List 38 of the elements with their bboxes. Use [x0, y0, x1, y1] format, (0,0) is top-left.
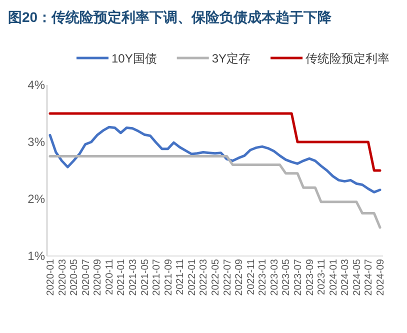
- x-tick-label: 2022-03: [198, 258, 210, 296]
- x-tick-label: 2023-09: [304, 258, 316, 296]
- x-tick-label: 2024-05: [352, 258, 363, 296]
- y-tick-label: 1%: [28, 249, 46, 263]
- x-tick-label: 2024-01: [328, 258, 340, 296]
- y-tick-label: 4%: [28, 78, 46, 92]
- chart-title: 图20：传统险预定利率下调、保险负债成本趋于下降: [8, 9, 333, 25]
- x-tick-label: 2022-01: [186, 258, 198, 296]
- line-series: [48, 126, 382, 194]
- legend-label: 3Y定存: [212, 52, 251, 66]
- x-tick-label: 2021-07: [152, 258, 163, 296]
- x-tick-label: 2024-03: [340, 258, 352, 296]
- x-tick-label: 2020-01: [46, 258, 56, 296]
- x-tick-label: 2023-01: [258, 258, 269, 296]
- y-tick-label: 2%: [28, 192, 46, 206]
- x-tick-label: 2023-03: [269, 258, 280, 296]
- x-tick-label: 2021-03: [128, 258, 139, 296]
- x-tick-label: 2024-09: [376, 258, 386, 296]
- x-tick-label: 2023-05: [281, 258, 292, 296]
- x-tick-label: 2022-07: [222, 258, 234, 296]
- x-tick-label: 2023-07: [293, 258, 304, 296]
- x-tick-label: 2022-05: [210, 258, 222, 296]
- x-tick-label: 2021-11: [175, 258, 186, 295]
- x-tick-label: 2020-09: [92, 258, 104, 296]
- x-tick-label: 2020-11: [104, 258, 116, 295]
- x-tick-label: 2024-07: [364, 258, 375, 296]
- legend-label: 10Y国债: [112, 52, 157, 66]
- x-tick-label: 2022-09: [234, 258, 246, 296]
- x-tick-label: 2020-07: [80, 258, 92, 296]
- x-tick-label: 2021-01: [116, 258, 128, 296]
- x-tick-label: 2020-05: [69, 258, 80, 296]
- y-tick-label: 3%: [28, 135, 46, 149]
- x-tick-label: 2022-11: [246, 258, 257, 295]
- x-tick-label: 2020-03: [57, 258, 68, 296]
- x-tick-label: 2021-05: [140, 258, 151, 296]
- x-tick-label: 2023-11: [316, 258, 328, 295]
- legend-label: 传统险预定利率: [306, 52, 390, 66]
- x-tick-label: 2021-09: [163, 258, 174, 296]
